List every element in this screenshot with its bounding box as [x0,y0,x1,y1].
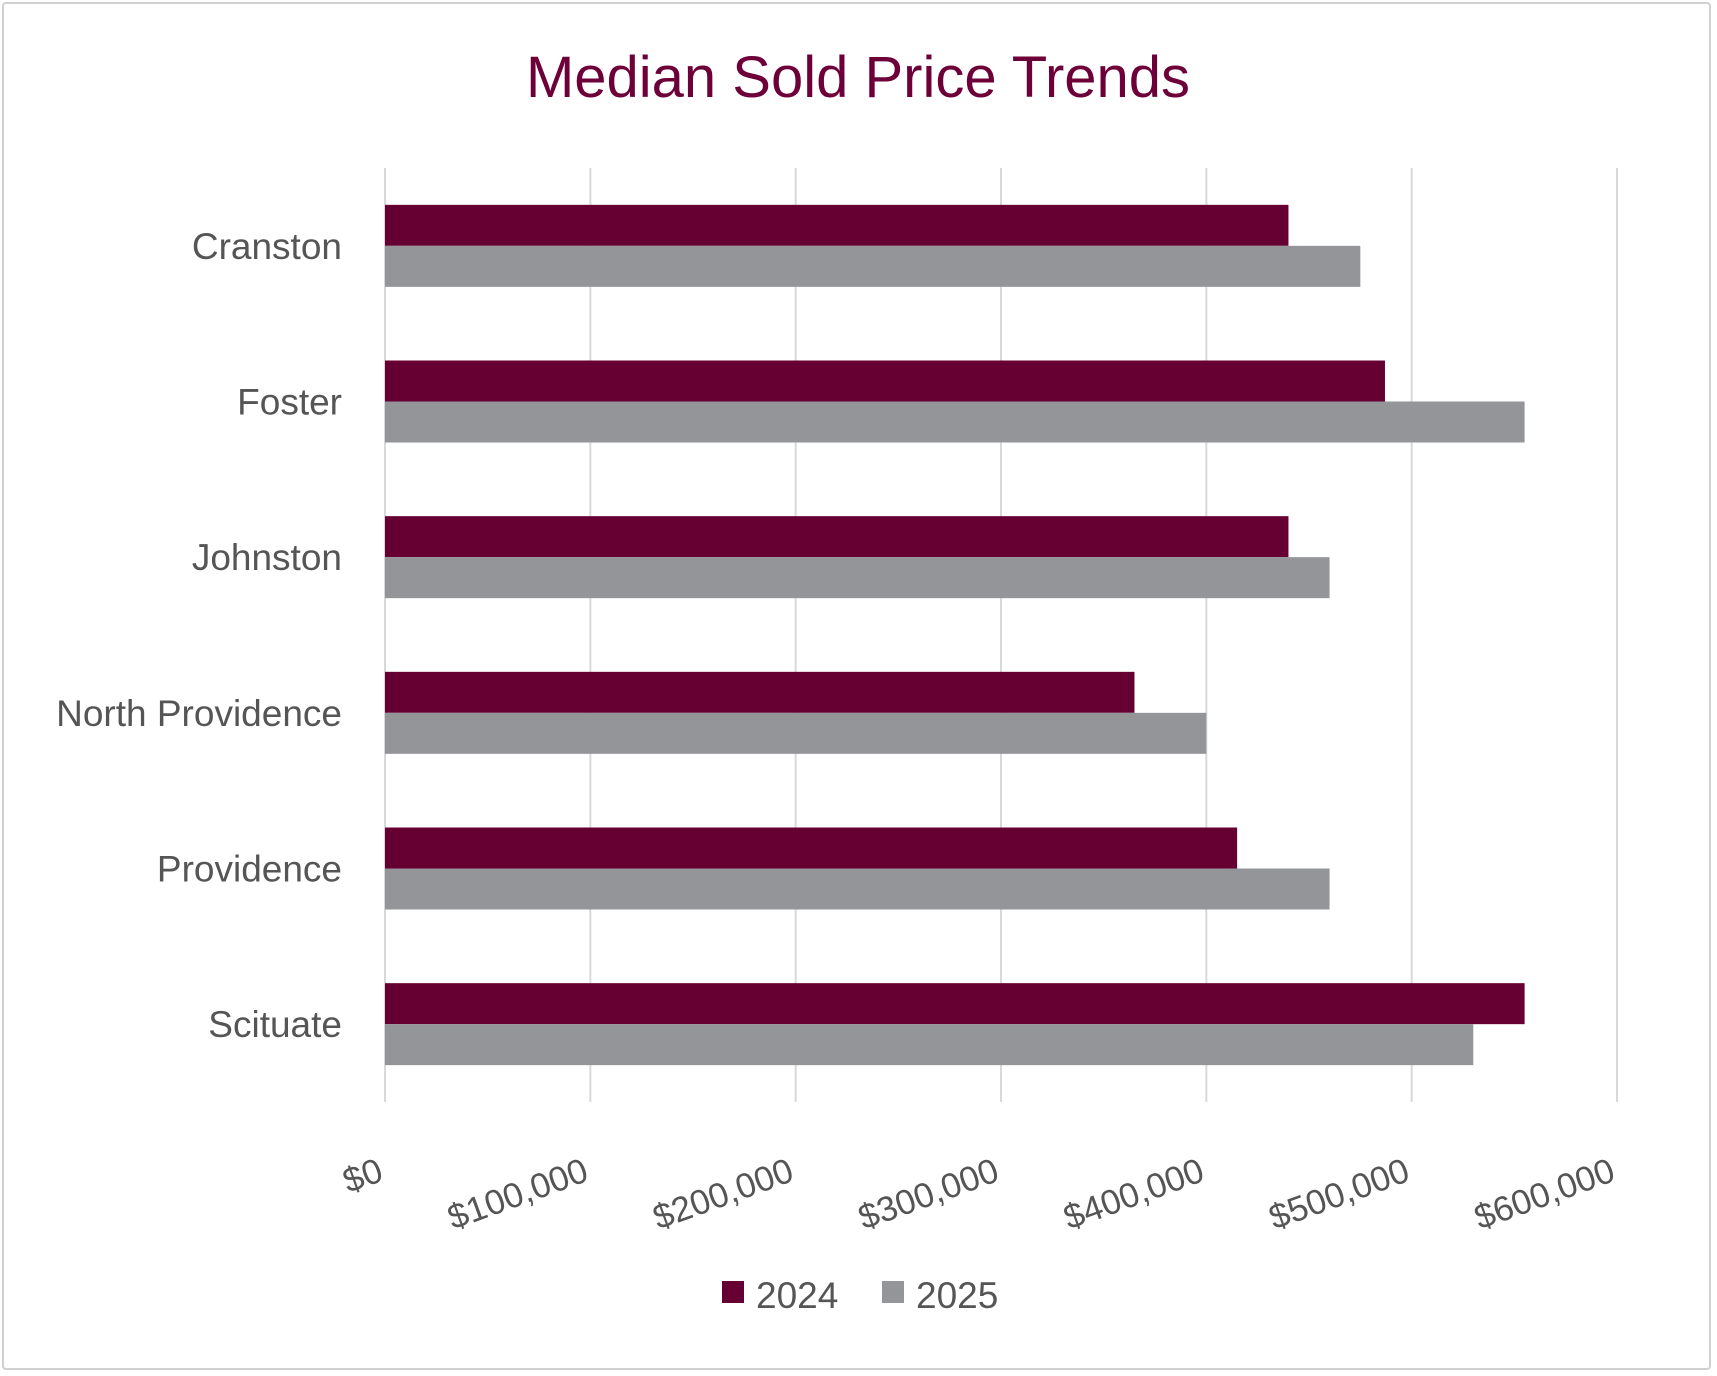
x-tick-label: $400,000 [1059,1151,1210,1238]
category-labels: Cranston Foster Johnston North Providence Pr… [56,226,342,1045]
bar-foster-2024 [385,360,1385,402]
category-label: Providence [157,849,342,890]
x-tick-label: $300,000 [853,1151,1004,1238]
bar-cranston-2025 [385,245,1361,287]
bar-north-providence-2024 [385,671,1135,713]
bar-johnston-2024 [385,516,1289,558]
chart-title: Median Sold Price Trends [526,45,1190,110]
category-label: Johnston [192,537,342,578]
bar-providence-2024 [385,827,1238,869]
bars [385,204,1525,1066]
x-tick-label: $100,000 [443,1151,594,1238]
legend-swatch-2025 [882,1281,904,1303]
category-label: Foster [237,382,342,423]
legend-label-2025: 2025 [916,1275,998,1316]
legend: 2024 2025 [722,1275,998,1316]
category-label: Scituate [208,1004,342,1045]
legend-label-2024: 2024 [756,1275,838,1316]
bar-foster-2025 [385,401,1525,443]
bar-scituate-2024 [385,983,1525,1025]
legend-swatch-2024 [722,1281,744,1303]
bar-johnston-2025 [385,557,1330,599]
bar-cranston-2024 [385,204,1289,246]
gridlines [384,168,1618,1102]
x-tick-label: $200,000 [648,1151,799,1238]
category-label: Cranston [192,226,342,267]
bar-scituate-2025 [385,1024,1474,1066]
x-axis-tick-labels: $0 $100,000 $200,000 $300,000 $400,000 $500,0… [338,1151,1620,1238]
x-tick-label: $500,000 [1264,1151,1415,1238]
bar-providence-2025 [385,868,1330,910]
x-tick-label: $0 [338,1151,388,1201]
bar-north-providence-2025 [385,712,1207,754]
x-tick-label: $600,000 [1469,1151,1620,1238]
category-label: North Providence [56,693,342,734]
